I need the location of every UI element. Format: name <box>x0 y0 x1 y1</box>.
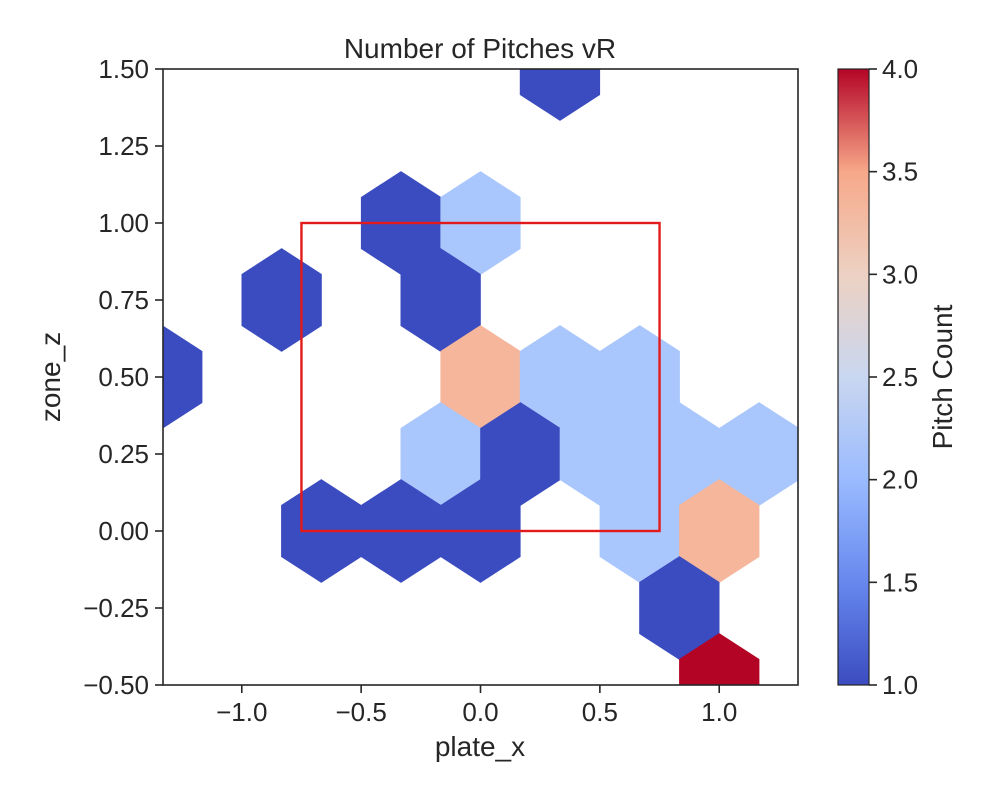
colorbar-label: Pitch Count <box>927 304 958 449</box>
y-tick-label: 0.50 <box>98 362 149 392</box>
x-axis-label: plate_x <box>435 731 525 762</box>
hexbin-cell <box>519 69 601 121</box>
colorbar-tick-label: 4.0 <box>882 54 918 84</box>
y-tick-label: −0.25 <box>83 593 149 623</box>
x-tick-label: −1.0 <box>216 697 267 727</box>
hexbin-cell <box>679 633 760 685</box>
strike-zone-layer <box>300 221 661 533</box>
y-axis-label: zone_z <box>35 332 66 422</box>
y-tick-label: 0.00 <box>98 516 149 546</box>
colorbar-axis: 1.0 1.5 2.0 2.5 3.0 3.5 4.0 <box>869 54 918 700</box>
chart-title: Number of Pitches vR <box>344 33 616 64</box>
colorbar-tick-label: 3.0 <box>882 259 918 289</box>
x-axis: −1.0 −0.5 0.0 0.5 1.0 <box>216 685 737 727</box>
colorbar <box>837 68 870 686</box>
colorbar-tick-label: 2.0 <box>882 465 918 495</box>
colorbar-tick-label: 1.5 <box>882 567 918 597</box>
colorbar-tick-label: 3.5 <box>882 157 918 187</box>
y-tick-label: 0.75 <box>98 285 149 315</box>
y-axis: −0.50 −0.25 0.00 0.25 0.50 0.75 1.00 1.25 1.50 <box>83 54 163 700</box>
colorbar-tick-label: 1.0 <box>882 670 918 700</box>
x-tick-label: 0.5 <box>582 697 618 727</box>
y-tick-label: 0.25 <box>98 439 149 469</box>
x-tick-label: −0.5 <box>335 697 386 727</box>
y-tick-label: −0.50 <box>83 670 149 700</box>
hexbin-layer <box>163 69 798 685</box>
y-tick-label: 1.25 <box>98 131 149 161</box>
x-tick-label: 0.0 <box>462 697 498 727</box>
colorbar-tick-label: 2.5 <box>882 362 918 392</box>
hexbin-cell <box>163 325 203 429</box>
x-tick-label: 1.0 <box>701 697 737 727</box>
strike-zone-box <box>300 221 661 533</box>
hexbin-cell <box>241 248 322 352</box>
y-tick-label: 1.00 <box>98 208 149 238</box>
y-tick-label: 1.50 <box>98 54 149 84</box>
